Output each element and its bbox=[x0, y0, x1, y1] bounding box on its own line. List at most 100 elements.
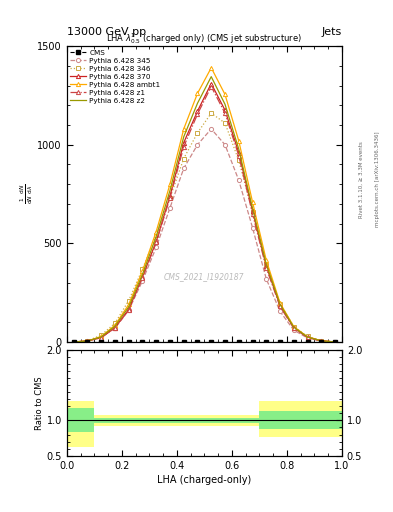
Text: mcplots.cern.ch [arXiv:1306.3436]: mcplots.cern.ch [arXiv:1306.3436] bbox=[375, 132, 380, 227]
Title: LHA $\lambda^{1}_{0.5}$ (charged only) (CMS jet substructure): LHA $\lambda^{1}_{0.5}$ (charged only) (… bbox=[107, 31, 302, 46]
Line: Pythia 6.428 z2: Pythia 6.428 z2 bbox=[74, 77, 335, 342]
Pythia 6.428 z1 bbox=[222, 110, 227, 116]
CMS bbox=[127, 339, 131, 345]
Pythia 6.428 z2 bbox=[113, 323, 118, 329]
Pythia 6.428 346 bbox=[305, 333, 310, 339]
Pythia 6.428 370 bbox=[250, 208, 255, 214]
Pythia 6.428 370 bbox=[140, 274, 145, 280]
Pythia 6.428 346 bbox=[195, 130, 200, 136]
Pythia 6.428 345 bbox=[99, 334, 104, 340]
Pythia 6.428 ambt1 bbox=[140, 268, 145, 274]
Pythia 6.428 ambt1 bbox=[72, 339, 76, 345]
Pythia 6.428 z2 bbox=[333, 339, 338, 345]
Pythia 6.428 346 bbox=[209, 110, 214, 116]
Pythia 6.428 z1 bbox=[319, 338, 324, 344]
Pythia 6.428 z2 bbox=[168, 187, 173, 194]
Pythia 6.428 ambt1 bbox=[264, 257, 269, 263]
CMS bbox=[168, 339, 173, 345]
Pythia 6.428 346 bbox=[113, 320, 118, 326]
Pythia 6.428 z2 bbox=[182, 134, 186, 140]
CMS bbox=[209, 339, 214, 345]
Pythia 6.428 z2 bbox=[278, 301, 283, 307]
Pythia 6.428 ambt1 bbox=[209, 65, 214, 71]
Pythia 6.428 z2 bbox=[305, 334, 310, 340]
Pythia 6.428 346 bbox=[72, 339, 76, 345]
CMS bbox=[333, 339, 338, 345]
Pythia 6.428 346 bbox=[140, 266, 145, 272]
Pythia 6.428 z2 bbox=[222, 101, 227, 108]
Pythia 6.428 346 bbox=[85, 338, 90, 344]
Legend: CMS, Pythia 6.428 345, Pythia 6.428 346, Pythia 6.428 370, Pythia 6.428 ambt1, P: CMS, Pythia 6.428 345, Pythia 6.428 346,… bbox=[69, 48, 162, 105]
Pythia 6.428 345 bbox=[85, 338, 90, 344]
Pythia 6.428 370 bbox=[264, 263, 269, 269]
Pythia 6.428 z1 bbox=[278, 304, 283, 310]
Pythia 6.428 345 bbox=[168, 205, 173, 211]
Pythia 6.428 370 bbox=[168, 193, 173, 199]
Pythia 6.428 z1 bbox=[99, 334, 104, 340]
Pythia 6.428 346 bbox=[127, 297, 131, 304]
Pythia 6.428 370 bbox=[305, 334, 310, 340]
Pythia 6.428 370 bbox=[182, 140, 186, 146]
Line: Pythia 6.428 ambt1: Pythia 6.428 ambt1 bbox=[72, 66, 337, 344]
Pythia 6.428 z1 bbox=[154, 239, 159, 245]
Pythia 6.428 z2 bbox=[250, 205, 255, 211]
Pythia 6.428 z1 bbox=[333, 339, 338, 345]
Pythia 6.428 z1 bbox=[264, 265, 269, 271]
Pythia 6.428 370 bbox=[333, 339, 338, 345]
Pythia 6.428 ambt1 bbox=[154, 228, 159, 234]
Pythia 6.428 370 bbox=[85, 338, 90, 344]
Text: Jets: Jets bbox=[321, 27, 342, 37]
Pythia 6.428 345 bbox=[278, 308, 283, 314]
Pythia 6.428 345 bbox=[237, 177, 241, 183]
Pythia 6.428 ambt1 bbox=[222, 91, 227, 97]
Pythia 6.428 ambt1 bbox=[127, 302, 131, 308]
Pythia 6.428 370 bbox=[222, 107, 227, 113]
Pythia 6.428 z2 bbox=[127, 304, 131, 310]
Pythia 6.428 345 bbox=[72, 339, 76, 345]
CMS bbox=[85, 339, 90, 345]
CMS bbox=[195, 339, 200, 345]
Pythia 6.428 345 bbox=[305, 335, 310, 341]
Pythia 6.428 370 bbox=[319, 338, 324, 344]
Pythia 6.428 ambt1 bbox=[278, 300, 283, 306]
Pythia 6.428 ambt1 bbox=[305, 334, 310, 340]
CMS bbox=[72, 339, 76, 345]
Pythia 6.428 z1 bbox=[292, 325, 296, 331]
Pythia 6.428 345 bbox=[222, 142, 227, 148]
Line: CMS: CMS bbox=[72, 340, 337, 344]
Pythia 6.428 345 bbox=[209, 126, 214, 132]
Pythia 6.428 z1 bbox=[72, 339, 76, 345]
Pythia 6.428 ambt1 bbox=[182, 126, 186, 132]
Pythia 6.428 ambt1 bbox=[250, 199, 255, 205]
Pythia 6.428 z1 bbox=[140, 275, 145, 281]
Pythia 6.428 345 bbox=[195, 142, 200, 148]
CMS bbox=[264, 339, 269, 345]
Pythia 6.428 z2 bbox=[72, 339, 76, 345]
Pythia 6.428 ambt1 bbox=[292, 324, 296, 330]
Pythia 6.428 345 bbox=[264, 276, 269, 282]
Pythia 6.428 z1 bbox=[113, 325, 118, 331]
Line: Pythia 6.428 z1: Pythia 6.428 z1 bbox=[72, 84, 337, 344]
Pythia 6.428 370 bbox=[195, 108, 200, 114]
Pythia 6.428 z2 bbox=[209, 74, 214, 80]
Pythia 6.428 ambt1 bbox=[99, 333, 104, 339]
Pythia 6.428 346 bbox=[222, 120, 227, 126]
CMS bbox=[292, 339, 296, 345]
Pythia 6.428 370 bbox=[113, 325, 118, 331]
Pythia 6.428 346 bbox=[292, 324, 296, 330]
CMS bbox=[99, 339, 104, 345]
Pythia 6.428 346 bbox=[237, 157, 241, 163]
Text: CMS_2021_I1920187: CMS_2021_I1920187 bbox=[164, 272, 244, 282]
Pythia 6.428 370 bbox=[292, 325, 296, 331]
Pythia 6.428 z2 bbox=[195, 100, 200, 106]
Line: Pythia 6.428 346: Pythia 6.428 346 bbox=[72, 111, 337, 344]
Pythia 6.428 z2 bbox=[140, 271, 145, 278]
CMS bbox=[140, 339, 145, 345]
Text: Rivet 3.1.10, ≥ 3.3M events: Rivet 3.1.10, ≥ 3.3M events bbox=[359, 141, 364, 218]
Pythia 6.428 370 bbox=[127, 306, 131, 312]
Pythia 6.428 z2 bbox=[154, 233, 159, 240]
Pythia 6.428 346 bbox=[250, 209, 255, 215]
Pythia 6.428 345 bbox=[319, 338, 324, 344]
Pythia 6.428 345 bbox=[113, 325, 118, 331]
Pythia 6.428 ambt1 bbox=[333, 339, 338, 345]
